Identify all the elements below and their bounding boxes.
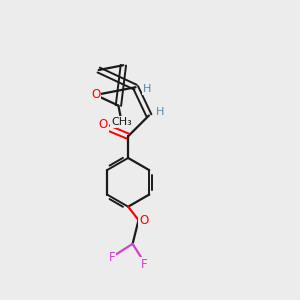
Text: O: O xyxy=(99,118,108,131)
Text: H: H xyxy=(143,84,151,94)
Text: CH₃: CH₃ xyxy=(111,117,132,127)
Text: F: F xyxy=(109,251,115,264)
Text: H: H xyxy=(156,107,164,118)
Text: O: O xyxy=(91,88,100,101)
Text: F: F xyxy=(141,258,148,271)
Text: O: O xyxy=(139,214,148,226)
